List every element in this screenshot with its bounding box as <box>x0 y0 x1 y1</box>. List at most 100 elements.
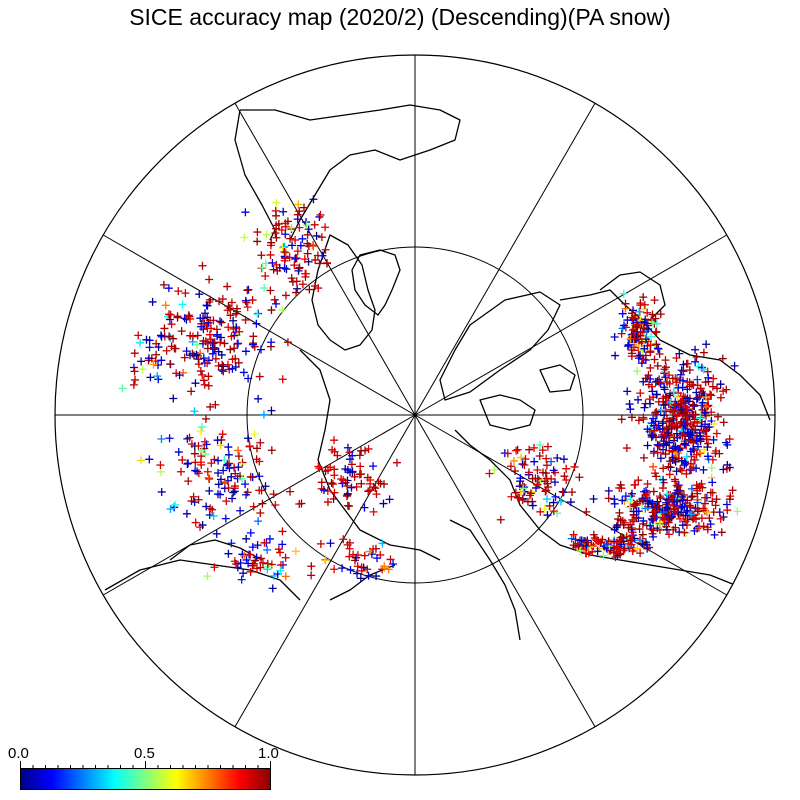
accuracy-marker <box>287 274 296 283</box>
accuracy-marker <box>263 559 272 568</box>
accuracy-marker <box>280 256 289 265</box>
accuracy-marker <box>634 395 643 404</box>
accuracy-marker <box>672 354 681 363</box>
meridian-line <box>234 414 416 728</box>
accuracy-marker <box>316 210 325 219</box>
accuracy-marker <box>699 522 708 531</box>
accuracy-marker <box>626 405 635 414</box>
accuracy-marker <box>330 488 339 497</box>
accuracy-marker <box>250 429 259 438</box>
accuracy-marker <box>541 469 550 478</box>
accuracy-marker <box>662 407 671 416</box>
accuracy-marker <box>295 499 304 508</box>
accuracy-marker <box>719 465 728 474</box>
accuracy-marker <box>193 331 202 340</box>
accuracy-marker <box>636 331 645 340</box>
accuracy-marker <box>267 306 276 315</box>
accuracy-marker <box>258 558 267 567</box>
accuracy-marker <box>659 508 668 517</box>
accuracy-marker <box>636 389 645 398</box>
accuracy-marker <box>293 247 302 256</box>
accuracy-marker <box>240 233 249 242</box>
accuracy-marker <box>232 323 241 332</box>
accuracy-marker <box>369 544 378 553</box>
accuracy-marker <box>702 432 711 441</box>
accuracy-marker <box>685 382 694 391</box>
accuracy-marker <box>625 400 634 409</box>
accuracy-marker <box>683 377 692 386</box>
accuracy-marker <box>200 380 209 389</box>
accuracy-marker <box>345 544 354 553</box>
accuracy-marker <box>252 319 261 328</box>
accuracy-marker <box>274 545 283 554</box>
accuracy-marker <box>653 497 662 506</box>
accuracy-marker <box>693 442 702 451</box>
accuracy-marker <box>639 324 648 333</box>
accuracy-marker <box>196 458 205 467</box>
accuracy-marker <box>560 472 569 481</box>
accuracy-marker <box>278 243 287 252</box>
accuracy-marker <box>589 530 598 539</box>
accuracy-marker <box>337 474 346 483</box>
meridian-line <box>414 414 596 728</box>
accuracy-marker <box>691 357 700 366</box>
accuracy-marker <box>356 462 365 471</box>
accuracy-marker <box>644 371 653 380</box>
accuracy-marker <box>157 331 166 340</box>
accuracy-marker <box>233 304 242 313</box>
accuracy-marker <box>656 310 665 319</box>
accuracy-marker <box>618 496 627 505</box>
accuracy-marker <box>234 358 243 367</box>
accuracy-marker <box>241 208 250 217</box>
accuracy-marker <box>707 408 716 417</box>
accuracy-marker <box>675 446 684 455</box>
accuracy-marker <box>566 498 575 507</box>
accuracy-marker <box>655 350 664 359</box>
accuracy-marker <box>385 495 394 504</box>
accuracy-marker <box>353 569 362 578</box>
accuracy-marker <box>644 380 653 389</box>
accuracy-marker <box>278 305 287 314</box>
accuracy-marker <box>198 370 207 379</box>
accuracy-marker <box>533 466 542 474</box>
accuracy-marker <box>713 384 722 393</box>
accuracy-marker <box>214 347 223 356</box>
accuracy-marker <box>679 367 688 376</box>
accuracy-marker <box>295 207 304 216</box>
accuracy-marker <box>169 394 178 403</box>
accuracy-marker <box>276 566 285 575</box>
accuracy-marker <box>339 535 348 544</box>
accuracy-marker <box>692 450 701 459</box>
accuracy-marker <box>372 572 381 581</box>
accuracy-marker <box>664 530 673 539</box>
accuracy-marker <box>324 466 333 475</box>
accuracy-marker <box>604 486 613 495</box>
accuracy-marker <box>291 236 300 245</box>
accuracy-marker <box>255 472 264 481</box>
accuracy-marker <box>374 477 383 486</box>
accuracy-marker <box>194 469 203 478</box>
accuracy-marker <box>226 345 235 354</box>
accuracy-marker <box>180 314 189 323</box>
accuracy-marker <box>507 492 516 501</box>
accuracy-marker <box>697 479 706 488</box>
accuracy-marker <box>672 423 681 432</box>
accuracy-marker <box>624 340 633 349</box>
accuracy-marker <box>710 530 719 539</box>
accuracy-marker <box>665 470 674 479</box>
accuracy-marker <box>618 309 627 318</box>
accuracy-marker <box>191 379 200 388</box>
accuracy-marker <box>197 446 206 455</box>
accuracy-marker <box>321 245 330 254</box>
accuracy-marker <box>639 377 648 386</box>
coastline-path <box>234 109 276 241</box>
accuracy-marker <box>651 328 660 337</box>
accuracy-marker <box>208 349 217 358</box>
accuracy-marker <box>677 366 686 375</box>
accuracy-marker <box>220 455 229 464</box>
accuracy-marker <box>571 535 580 544</box>
accuracy-marker <box>643 540 652 549</box>
accuracy-marker <box>687 510 696 519</box>
accuracy-marker <box>345 552 354 561</box>
accuracy-marker <box>327 479 336 488</box>
